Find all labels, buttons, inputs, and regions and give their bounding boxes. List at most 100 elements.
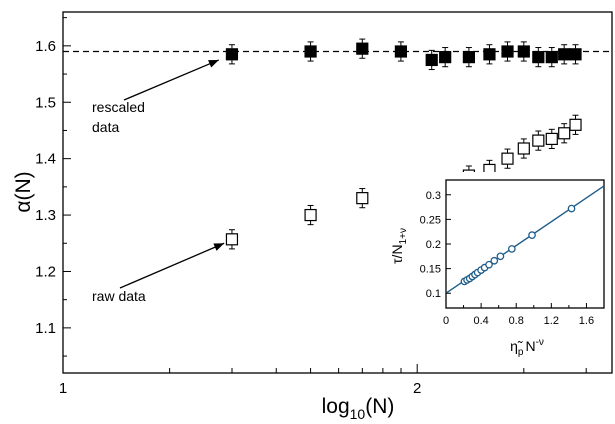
open-square-marker bbox=[569, 118, 582, 131]
main-y-ticks: 1.1 1.2 1.3 1.4 1.5 1.6 bbox=[35, 17, 71, 357]
open-square-marker bbox=[532, 134, 545, 147]
rescaled-data-point bbox=[532, 47, 545, 68]
raw-data-point bbox=[225, 229, 239, 250]
filled-square-marker bbox=[356, 42, 369, 55]
inset-y-tick-label: 0.15 bbox=[420, 264, 441, 276]
open-square-marker bbox=[356, 192, 369, 205]
rescaled-data-point bbox=[558, 44, 571, 65]
inset-y-tick-label: 0.3 bbox=[426, 190, 441, 202]
inset-y-tick-label: 0.25 bbox=[420, 214, 441, 226]
open-square-marker bbox=[558, 127, 571, 140]
filled-square-marker bbox=[558, 48, 571, 61]
filled-square-marker bbox=[225, 48, 239, 61]
main-y-tick-label: 1.5 bbox=[35, 94, 56, 111]
annotation-arrow-line bbox=[119, 242, 225, 289]
filled-square-marker bbox=[394, 45, 408, 58]
rescaled-data-point bbox=[439, 47, 452, 68]
rescaled-data-point bbox=[304, 41, 317, 62]
rescaled-data-point bbox=[545, 47, 558, 68]
rescaled-data-point bbox=[425, 49, 438, 71]
inset-data-point bbox=[490, 256, 499, 265]
inset-x-tick-label: 1.6 bbox=[579, 315, 594, 327]
rescaled-data-point bbox=[501, 41, 514, 62]
main-y-tick-label: 1.6 bbox=[35, 38, 56, 55]
filled-square-marker bbox=[483, 48, 496, 61]
inset-x-tick-label: 0.4 bbox=[473, 315, 488, 327]
inset-x-axis-label: η̃p N-ν bbox=[510, 337, 544, 358]
open-square-marker bbox=[501, 152, 514, 165]
inset-data-point bbox=[567, 204, 576, 213]
main-plot-frame bbox=[62, 11, 613, 374]
main-x-axis-label: log10(N) bbox=[322, 395, 395, 422]
inset-y-tick-label: 0.1 bbox=[426, 288, 441, 300]
main-x-tick-label: 2 bbox=[413, 380, 421, 397]
inset-y-tick-label: 0.2 bbox=[426, 239, 441, 251]
raw-data-point bbox=[501, 148, 514, 169]
raw-data-point bbox=[304, 204, 317, 226]
main-x-axis-label-sub: 10 bbox=[350, 406, 366, 422]
inset-series bbox=[460, 204, 576, 286]
inset-x-axis-label-tail: N bbox=[525, 338, 535, 354]
annotation-arrow-head bbox=[208, 59, 219, 68]
main-annotations: rescaled data raw data bbox=[92, 59, 225, 304]
filled-square-marker bbox=[462, 51, 476, 64]
main-y-axis-label: α(N) bbox=[12, 171, 35, 212]
raw-data-point bbox=[545, 128, 558, 150]
inset-data-point bbox=[528, 231, 536, 239]
annotation-text: raw data bbox=[92, 288, 146, 304]
inset-x-tick-label: 0.8 bbox=[509, 315, 524, 327]
inset-y-axis-label: τ/N1+ν bbox=[389, 228, 409, 264]
inset-x-tick-label: 0 bbox=[443, 315, 449, 327]
annotation-arrow-line bbox=[123, 59, 220, 101]
rescaled-data-point bbox=[394, 41, 408, 62]
annotation-arrow-head bbox=[213, 243, 225, 251]
annotation-text: data bbox=[92, 119, 119, 135]
main-y-tick-label: 1.1 bbox=[35, 320, 56, 337]
rescaled-data-point bbox=[569, 44, 582, 65]
inset-background bbox=[386, 172, 604, 316]
rescaled-data-point bbox=[462, 47, 476, 68]
open-square-marker bbox=[517, 142, 530, 155]
annotation-text: rescaled bbox=[92, 99, 145, 115]
inset-data-point bbox=[507, 245, 516, 253]
filled-square-marker bbox=[532, 51, 545, 64]
rescaled-data-point bbox=[225, 44, 239, 65]
inset-data-point bbox=[496, 252, 505, 261]
open-square-marker bbox=[545, 132, 558, 146]
inset-y-axis-label-sub: 1+ν bbox=[398, 228, 409, 244]
main-x-tick-label: 1 bbox=[59, 380, 67, 397]
raw-data-point bbox=[517, 138, 530, 159]
inset-y-axis-label-main: τ/N bbox=[389, 244, 405, 264]
filled-square-marker bbox=[501, 45, 514, 58]
inset-data-point bbox=[485, 260, 493, 269]
rescaled-data-point bbox=[483, 44, 496, 65]
rescaled-data-point bbox=[356, 38, 369, 59]
rescaled-data-point bbox=[517, 41, 530, 62]
main-y-tick-label: 1.4 bbox=[35, 151, 56, 168]
raw-data-point bbox=[558, 123, 571, 144]
inset-x-ticks: 0 0.4 0.8 1.2 1.6 bbox=[443, 303, 605, 327]
open-square-marker bbox=[225, 233, 239, 246]
raw-data-point bbox=[569, 114, 582, 135]
inset-x-tick-label: 1.2 bbox=[544, 315, 559, 327]
filled-square-marker bbox=[545, 51, 558, 64]
inset-x-axis-label-sub: p bbox=[518, 347, 524, 358]
filled-square-marker bbox=[517, 45, 530, 58]
inset-y-ticks: 0.1 0.15 0.2 0.25 0.3 bbox=[420, 190, 451, 300]
inset-chart: 0 0.4 0.8 1.2 1.6 0.1 0.15 0.2 0.25 0.3 τ/N1+ν η… bbox=[386, 172, 605, 358]
filled-square-marker bbox=[439, 51, 452, 64]
raw-data-point bbox=[356, 188, 369, 209]
filled-square-marker bbox=[425, 53, 438, 67]
filled-square-marker bbox=[569, 48, 582, 61]
filled-square-marker bbox=[304, 45, 317, 58]
inset-x-axis-label-sup: -ν bbox=[536, 337, 544, 348]
main-y-tick-label: 1.2 bbox=[35, 263, 56, 280]
main-x-axis-label-tail: (N) bbox=[365, 395, 394, 418]
main-y-tick-label: 1.3 bbox=[35, 207, 56, 224]
raw-data-point bbox=[532, 130, 545, 151]
main-x-axis-label-main: log bbox=[322, 395, 350, 418]
open-square-marker bbox=[304, 208, 317, 222]
